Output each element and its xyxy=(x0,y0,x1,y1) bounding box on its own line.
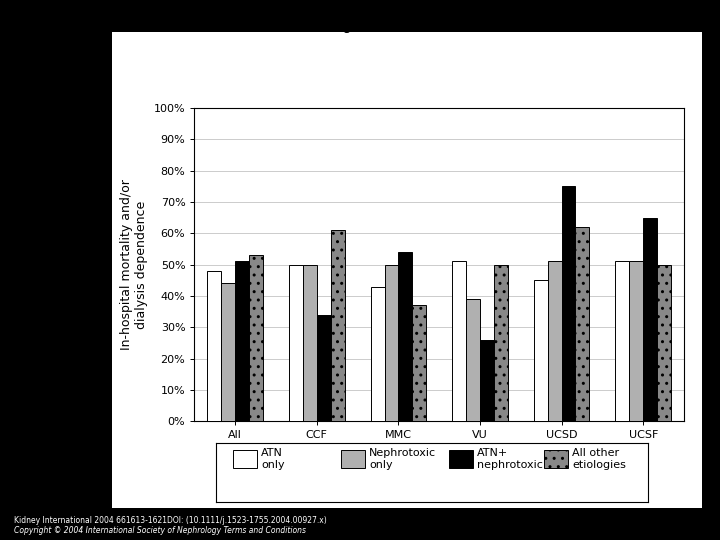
Text: ATN+
nephrotoxic: ATN+ nephrotoxic xyxy=(477,448,543,470)
Text: Nephrotoxic
only: Nephrotoxic only xyxy=(369,448,436,470)
Bar xyxy=(575,227,590,421)
FancyBboxPatch shape xyxy=(449,450,473,468)
Bar xyxy=(303,265,317,421)
Bar xyxy=(643,218,657,421)
Bar xyxy=(629,261,643,421)
Text: Figure 5: Figure 5 xyxy=(332,19,388,33)
Y-axis label: In-hospital mortality and/or
dialysis dependence: In-hospital mortality and/or dialysis de… xyxy=(120,179,148,350)
Bar xyxy=(398,252,413,421)
Bar xyxy=(534,280,548,421)
Text: All other
etiologies: All other etiologies xyxy=(572,448,626,470)
Bar xyxy=(562,186,575,421)
Bar xyxy=(207,271,221,421)
Bar xyxy=(413,305,426,421)
Bar xyxy=(317,315,330,421)
Bar xyxy=(466,299,480,421)
Bar xyxy=(548,261,562,421)
Bar xyxy=(371,287,384,421)
Bar xyxy=(657,265,671,421)
Bar xyxy=(221,284,235,421)
Bar xyxy=(494,265,508,421)
FancyBboxPatch shape xyxy=(544,450,568,468)
X-axis label: ARF etiology: ARF etiology xyxy=(400,446,479,459)
Text: Kidney International 2004 661613-1621DOI: (10.1111/j.1523-1755.2004.00927.x): Kidney International 2004 661613-1621DOI… xyxy=(14,516,327,525)
Bar xyxy=(616,261,629,421)
Bar xyxy=(235,261,249,421)
Bar xyxy=(249,255,263,421)
Bar xyxy=(384,265,398,421)
Text: Copyright © 2004 International Society of Nephrology Terms and Conditions: Copyright © 2004 International Society o… xyxy=(14,525,307,535)
Bar xyxy=(452,261,466,421)
Bar xyxy=(289,265,303,421)
Text: ATN
only: ATN only xyxy=(261,448,285,470)
Bar xyxy=(480,340,494,421)
FancyBboxPatch shape xyxy=(341,450,365,468)
FancyBboxPatch shape xyxy=(233,450,257,468)
Bar xyxy=(330,230,345,421)
